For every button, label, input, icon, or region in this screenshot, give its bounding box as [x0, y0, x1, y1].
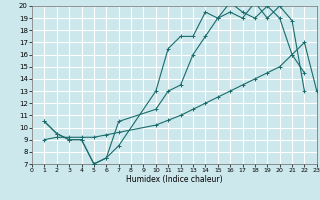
X-axis label: Humidex (Indice chaleur): Humidex (Indice chaleur) [126, 175, 223, 184]
